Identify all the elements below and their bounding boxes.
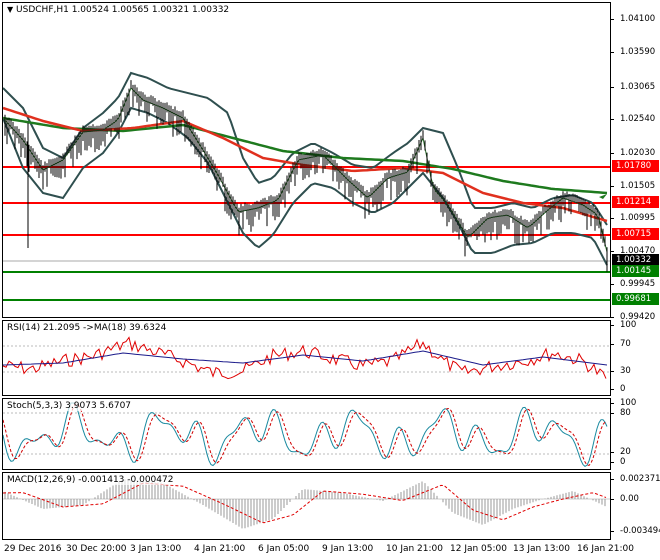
stoch-signal-line: [3, 403, 608, 466]
price-chart-panel[interactable]: ▼ USDCHF,H1 1.00524 1.00565 1.00321 1.00…: [2, 2, 611, 318]
time-label: 30 Dec 20:00: [66, 544, 127, 554]
stoch-tick: 20: [610, 447, 631, 457]
rsi-tick: 30: [610, 366, 631, 376]
price-tick: 1.00470: [609, 246, 655, 256]
price-tick: 1.02540: [609, 114, 655, 124]
rsi-panel[interactable]: RSI(14) 21.2095 ->MA(18) 39.6324: [2, 320, 611, 396]
time-label: 12 Jan 05:00: [450, 544, 507, 554]
price-tick: 1.03590: [609, 47, 655, 57]
dropdown-arrow-icon[interactable]: ▼: [7, 5, 14, 14]
price-tick: 1.03065: [609, 82, 655, 92]
stochastic-canvas[interactable]: [3, 399, 611, 470]
rsi-canvas[interactable]: [3, 321, 611, 396]
stochastic-axis: 100 80 20 0: [609, 398, 660, 470]
price-tick: 1.00995: [609, 213, 655, 223]
macd-axis: 0.002371 0.00 -0.003494: [610, 472, 660, 540]
symbol-quote: USDCHF,H1 1.00524 1.00565 1.00321 1.0033…: [16, 5, 230, 15]
price-tick: 1.01505: [609, 181, 655, 191]
stoch-tick: 100: [609, 398, 636, 408]
price-axis: 1.04100 1.03590 1.03065 1.02540 1.02030 …: [609, 2, 660, 322]
price-tick: 1.02030: [609, 148, 655, 158]
rsi-axis: 100 70 30 0: [609, 320, 660, 396]
macd-panel[interactable]: MACD(12,26,9) -0.001413 -0.000472: [2, 472, 611, 540]
time-label: 10 Jan 21:00: [386, 544, 443, 554]
macd-canvas[interactable]: [3, 473, 611, 540]
level-tag-1-01780: 1.01780: [612, 160, 659, 172]
stochastic-label: Stoch(5,3,3) 3.9073 5.6707: [7, 401, 132, 411]
price-tick: 0.99945: [609, 279, 655, 289]
symbol-title: ▼ USDCHF,H1 1.00524 1.00565 1.00321 1.00…: [7, 5, 230, 15]
stoch-tick: 0: [609, 457, 625, 467]
level-tag-1-00715: 1.00715: [612, 228, 659, 240]
ma-end-marker: [599, 194, 607, 199]
stochastic-panel[interactable]: Stoch(5,3,3) 3.9073 5.6707: [2, 398, 611, 470]
time-label: 13 Jan 13:00: [513, 544, 570, 554]
macd-tick: 0.00: [610, 494, 639, 504]
level-tag-1-01214: 1.01214: [612, 196, 659, 208]
time-label: 4 Jan 21:00: [194, 544, 246, 554]
bollinger-upper-band: [3, 71, 608, 226]
price-chart-canvas[interactable]: [3, 3, 611, 318]
macd-label: MACD(12,26,9) -0.001413 -0.000472: [7, 475, 174, 485]
macd-tick: -0.003494: [610, 526, 660, 536]
macd-signal-line: [3, 482, 607, 524]
price-tick: 0.99420: [609, 312, 655, 322]
time-label: 16 Jan 21:00: [577, 544, 634, 554]
time-label: 9 Jan 13:00: [322, 544, 374, 554]
rsi-tick: 0: [609, 384, 625, 394]
stoch-main-line: [3, 402, 608, 468]
rsi-line: [3, 336, 607, 380]
rsi-tick: 100: [609, 320, 636, 330]
time-label: 6 Jan 05:00: [258, 544, 310, 554]
level-tag-0-99681: 0.99681: [612, 293, 659, 305]
rsi-ma-line: [3, 350, 608, 366]
time-axis: 29 Dec 2016 30 Dec 20:00 3 Jan 13:00 4 J…: [2, 540, 634, 560]
rsi-tick: 70: [610, 339, 631, 349]
rsi-label: RSI(14) 21.2095 ->MA(18) 39.6324: [7, 323, 167, 333]
current-price-tag: 1.00332: [612, 254, 659, 266]
price-tick: 1.04100: [609, 14, 655, 24]
bollinger-lower-band: [3, 106, 608, 266]
time-label: 3 Jan 13:00: [130, 544, 182, 554]
stoch-tick: 80: [610, 408, 631, 418]
level-tag-1-00145: 1.00145: [612, 265, 659, 277]
time-label: 29 Dec 2016: [4, 544, 62, 554]
macd-tick: 0.002371: [610, 474, 660, 484]
